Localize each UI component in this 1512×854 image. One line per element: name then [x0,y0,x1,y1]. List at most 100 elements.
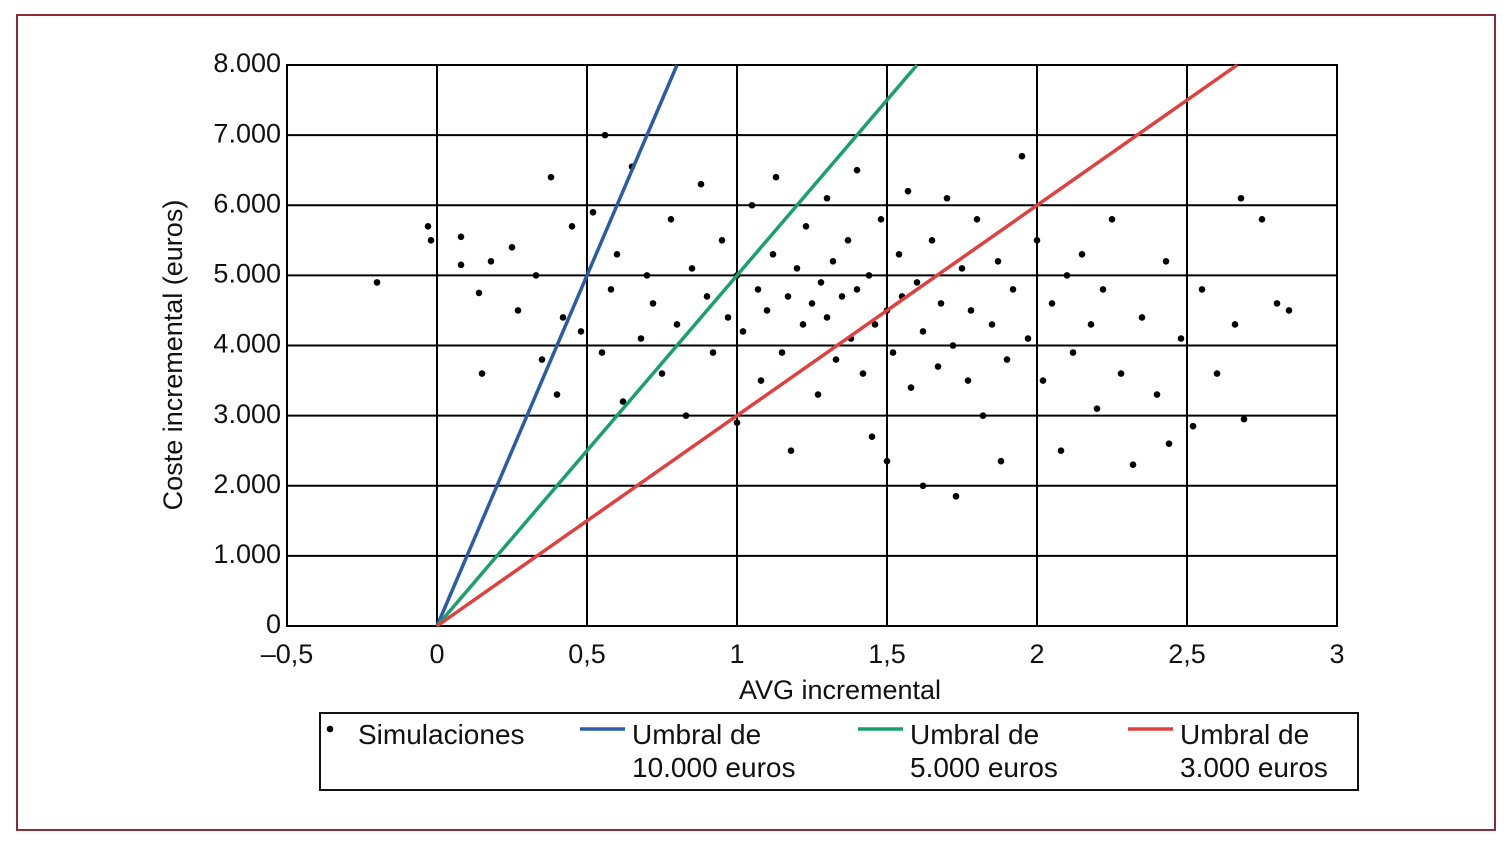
y-tick-label: 7.000 [213,118,281,148]
threshold-line [435,64,679,627]
legend-swatch [326,725,334,733]
x-tick-label: 3 [1329,639,1344,669]
point [568,222,576,230]
point [877,215,885,223]
point [1273,300,1281,307]
point [988,321,996,328]
y-tick-label: 4.000 [213,329,281,359]
x-tick-label: 1,5 [868,639,906,669]
point [1018,152,1026,160]
frame [16,14,1496,831]
point [769,251,777,258]
point [457,261,465,269]
point [952,492,960,500]
point [1117,370,1125,377]
point [607,286,615,293]
point [967,307,975,314]
point [613,251,621,258]
point [739,328,747,335]
point [532,272,540,279]
point [1237,194,1245,202]
point [1108,215,1116,223]
point [427,237,435,244]
point [1231,321,1239,328]
point [724,314,732,321]
y-tick-label: 5.000 [213,259,281,289]
point [1213,370,1221,377]
point [799,321,807,328]
point [1138,314,1146,321]
legend-box [319,712,1359,791]
point [547,173,555,181]
point [832,356,840,363]
point [823,194,831,202]
point [643,272,651,279]
point [943,194,951,202]
point [1003,356,1011,363]
point [814,391,822,398]
point [904,187,912,195]
point [718,237,726,244]
point [784,293,792,300]
point [853,286,861,293]
point [697,180,705,188]
y-tick-label: 1.000 [213,539,281,569]
point [757,377,765,384]
point [868,433,876,440]
point [1285,307,1293,314]
point [949,342,957,349]
point [1069,349,1077,356]
point [733,419,741,426]
point [1198,286,1206,293]
point [844,237,852,244]
point [1153,391,1161,398]
point [919,328,927,335]
x-tick-label: 0,5 [568,639,606,669]
legend-label: Umbral de 10.000 euros [632,719,796,783]
point [487,258,495,265]
threshold-line [435,63,1239,628]
point [865,272,873,279]
point [979,412,987,419]
point [673,321,681,328]
point [457,233,465,241]
point [514,307,522,314]
point [895,251,903,258]
point [883,457,891,465]
y-tick-label: 8.000 [213,48,281,78]
point [709,349,717,356]
point [748,201,756,209]
point [823,314,831,321]
point [937,300,945,307]
x-tick-label: 2,5 [1168,639,1206,669]
x-tick-label: 1 [729,639,744,669]
point [802,222,810,230]
legend-label: Simulaciones [358,719,525,750]
legend-label: Umbral de 5.000 euros [910,719,1058,783]
point [778,349,786,356]
point [928,237,936,244]
x-tick-label: –0,5 [261,639,314,669]
point [853,166,861,174]
point [1087,321,1095,328]
y-axis-label: Coste incremental (euros) [158,200,188,511]
point [1009,286,1017,293]
point [817,279,825,286]
point [619,398,627,405]
legend-label: Umbral de 3.000 euros [1180,719,1328,783]
y-tick-label: 3.000 [213,399,281,429]
point [994,258,1002,265]
point [589,208,597,216]
point [772,173,780,181]
threshold-line [435,63,919,628]
point [889,349,897,356]
point [934,363,942,370]
point [1258,215,1266,223]
point [907,384,915,391]
point [559,314,567,321]
y-tick-label: 6.000 [213,188,281,218]
point [1129,461,1137,469]
point [763,307,771,314]
point [649,300,657,307]
